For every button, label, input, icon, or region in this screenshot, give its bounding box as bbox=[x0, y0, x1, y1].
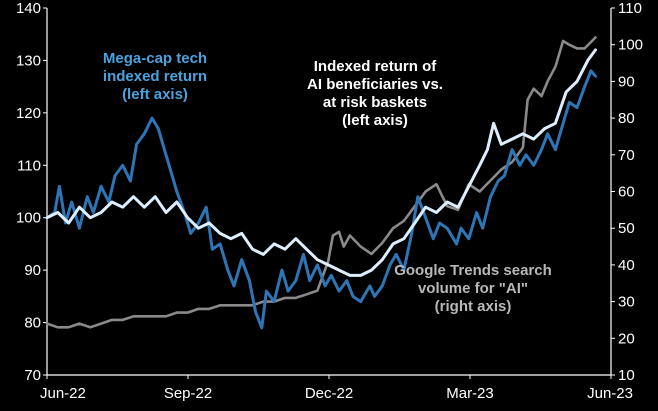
left-tick-label: 70 bbox=[24, 367, 41, 384]
left-tick-label: 100 bbox=[16, 210, 41, 227]
ai-baskets-annotation-line: Indexed return of bbox=[314, 58, 438, 75]
right-tick-label: 20 bbox=[618, 330, 635, 347]
series-line-google-trends bbox=[45, 36, 597, 329]
left-tick-label: 90 bbox=[24, 262, 41, 279]
x-tick-label: Jun-23 bbox=[587, 385, 633, 402]
series-lines bbox=[45, 36, 597, 330]
right-tick-label: 50 bbox=[618, 220, 635, 237]
right-tick-label: 90 bbox=[618, 73, 635, 90]
mega-cap-annotation-line: Mega-cap tech bbox=[103, 50, 207, 67]
left-tick-label: 140 bbox=[16, 0, 41, 17]
left-tick-label: 80 bbox=[24, 315, 41, 332]
right-tick-label: 100 bbox=[618, 37, 643, 54]
mega-cap-annotation-line: (left axis) bbox=[122, 86, 188, 103]
right-tick-label: 30 bbox=[618, 294, 635, 311]
left-tick-label: 130 bbox=[16, 52, 41, 69]
left-tick-label: 110 bbox=[17, 157, 41, 174]
google-trends-annotation-line: (right axis) bbox=[435, 298, 512, 315]
mega-cap-annotation-line: indexed return bbox=[103, 68, 207, 85]
ai-baskets-annotation-line: at risk baskets bbox=[323, 94, 427, 111]
right-tick-label: 110 bbox=[618, 0, 642, 17]
axes: 70 80 90 100 110 120 130 140 10 20 30 40 50 60 70 80 90 1… bbox=[16, 0, 643, 402]
ai-baskets-annotation-line: AI beneficiaries vs. bbox=[307, 76, 443, 93]
right-tick-label: 10 bbox=[618, 367, 635, 384]
ai-baskets-annotation-line: (left axis) bbox=[342, 112, 408, 129]
x-tick-label: Mar-23 bbox=[446, 385, 494, 402]
right-tick-label: 80 bbox=[618, 110, 635, 127]
google-trends-annotation-line: volume for "AI" bbox=[418, 280, 528, 297]
x-tick-label: Dec-22 bbox=[305, 385, 353, 402]
x-tick-label: Sep-22 bbox=[164, 385, 212, 402]
google-trends-annotation-line: Google Trends search bbox=[394, 262, 552, 279]
series-line-mega-cap bbox=[45, 69, 597, 330]
right-tick-label: 60 bbox=[618, 184, 635, 201]
left-tick-label: 120 bbox=[16, 105, 41, 122]
series-line-ai-baskets bbox=[45, 48, 597, 277]
right-tick-label: 40 bbox=[618, 257, 635, 274]
right-tick-label: 70 bbox=[618, 147, 635, 164]
x-tick-label: Jun-22 bbox=[40, 385, 86, 402]
